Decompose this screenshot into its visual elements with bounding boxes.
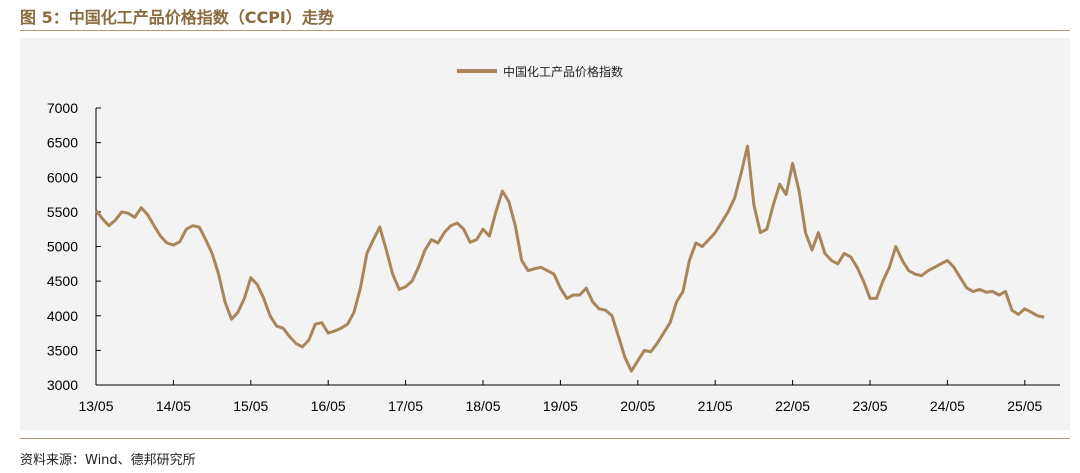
- series-line: [94, 144, 1045, 373]
- axes: 3000 3500 4000 4500 5000 5500 6000 6500 7000 13/0…: [47, 100, 1060, 414]
- y-tick-label: 4000: [47, 308, 78, 324]
- x-tick-label: 24/05: [930, 398, 965, 414]
- y-tick-label: 7000: [47, 100, 78, 116]
- y-tick-label: 5500: [47, 204, 78, 220]
- x-tick-label: 16/05: [311, 398, 346, 414]
- y-tick-label: 5000: [47, 239, 78, 255]
- x-tick-label: 19/05: [543, 398, 578, 414]
- y-tick-label: 6500: [47, 135, 78, 151]
- x-tick-label: 23/05: [852, 398, 887, 414]
- series-layer: [94, 144, 1045, 373]
- y-tick-label: 4500: [47, 273, 78, 289]
- x-tick-label: 22/05: [775, 398, 810, 414]
- title-rule: [20, 30, 1070, 31]
- y-tick-label: 6000: [47, 169, 78, 185]
- y-tick-label: 3500: [47, 342, 78, 358]
- x-tick-label: 18/05: [465, 398, 500, 414]
- legend-label: 中国化工产品价格指数: [503, 64, 623, 79]
- x-tick-label: 25/05: [1007, 398, 1042, 414]
- x-tick-label: 13/05: [78, 398, 113, 414]
- figure-title: 图 5：中国化工产品价格指数（CCPI）走势: [20, 8, 334, 27]
- x-tick-label: 14/05: [156, 398, 191, 414]
- x-tick-label: 20/05: [620, 398, 655, 414]
- x-tick-label: 15/05: [233, 398, 268, 414]
- chart-panel: [20, 38, 1070, 430]
- x-tick-label: 21/05: [698, 398, 733, 414]
- legend: 中国化工产品价格指数: [457, 64, 623, 79]
- x-tick-label: 17/05: [388, 398, 423, 414]
- y-tick-label: 3000: [47, 377, 78, 393]
- source-note: 资料来源：Wind、德邦研究所: [20, 453, 196, 468]
- source-rule: [20, 438, 1070, 439]
